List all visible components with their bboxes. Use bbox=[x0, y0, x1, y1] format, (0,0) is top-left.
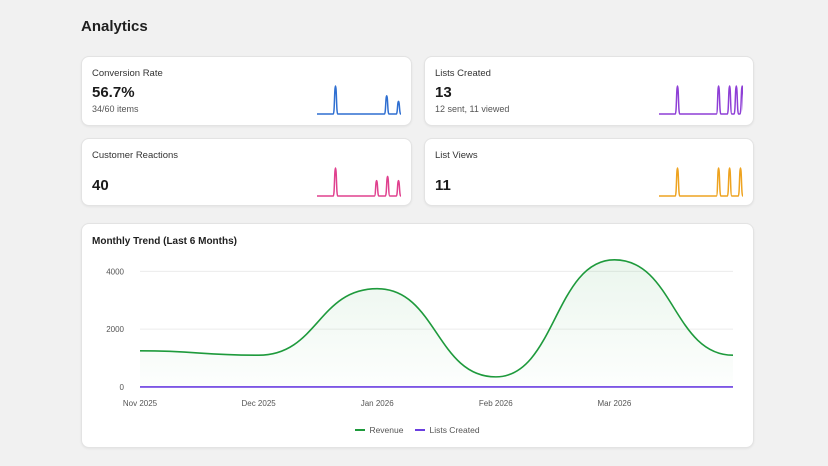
x-tick-label: Jan 2026 bbox=[361, 399, 394, 408]
sparkline-chart bbox=[317, 85, 401, 115]
chart-legend: Revenue Lists Created bbox=[82, 423, 753, 435]
legend-item-lists-created[interactable]: Lists Created bbox=[415, 425, 480, 435]
sparkline-path bbox=[659, 167, 743, 197]
metric-label: Lists Created bbox=[435, 68, 491, 79]
monthly-trend-card: Monthly Trend (Last 6 Months) 0 2000 4000 N… bbox=[81, 223, 754, 448]
metric-label: List Views bbox=[435, 150, 478, 161]
legend-item-revenue[interactable]: Revenue bbox=[355, 425, 403, 435]
sparkline-path bbox=[317, 85, 401, 115]
x-tick-label: Nov 2025 bbox=[123, 399, 158, 408]
metric-label: Conversion Rate bbox=[92, 68, 163, 79]
sparkline-chart bbox=[317, 167, 401, 197]
metric-card-customer-reactions: Customer Reactions 40 bbox=[81, 138, 412, 206]
metric-label: Customer Reactions bbox=[92, 150, 179, 161]
trend-chart: 0 2000 4000 Nov 2025 Dec 2025 Jan 2026 Feb 202… bbox=[106, 258, 734, 408]
page-title: Analytics bbox=[81, 18, 148, 35]
legend-label: Revenue bbox=[369, 425, 404, 435]
y-tick-label: 2000 bbox=[106, 325, 124, 334]
metric-card-list-views: List Views 11 bbox=[424, 138, 754, 206]
y-tick-label: 0 bbox=[120, 383, 125, 392]
sparkline-chart bbox=[659, 167, 743, 197]
legend-swatch bbox=[415, 429, 426, 431]
metric-subtext: 34/60 items bbox=[92, 104, 139, 114]
metric-subtext: 12 sent, 11 viewed bbox=[435, 104, 510, 114]
metric-value: 56.7% bbox=[92, 84, 135, 101]
sparkline-path bbox=[317, 167, 401, 197]
legend-label: Lists Created bbox=[429, 425, 480, 435]
x-tick-label: Mar 2026 bbox=[598, 399, 632, 408]
metric-value: 11 bbox=[435, 177, 451, 194]
sparkline-path bbox=[659, 85, 743, 115]
sparkline-chart bbox=[659, 85, 743, 115]
x-tick-label: Feb 2026 bbox=[479, 399, 513, 408]
y-tick-label: 4000 bbox=[106, 267, 124, 276]
chart-title: Monthly Trend (Last 6 Months) bbox=[92, 236, 237, 247]
metric-value: 40 bbox=[92, 177, 109, 194]
series-area-revenue bbox=[140, 259, 733, 387]
x-tick-label: Dec 2025 bbox=[241, 399, 276, 408]
series-line-revenue bbox=[139, 258, 734, 378]
metric-value: 13 bbox=[435, 84, 452, 101]
metric-card-conversion-rate: Conversion Rate 56.7% 34/60 items bbox=[81, 56, 412, 126]
legend-swatch bbox=[355, 429, 366, 431]
metric-card-lists-created: Lists Created 13 12 sent, 11 viewed bbox=[424, 56, 754, 126]
